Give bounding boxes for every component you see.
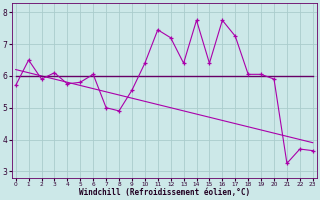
X-axis label: Windchill (Refroidissement éolien,°C): Windchill (Refroidissement éolien,°C) [79, 188, 250, 197]
